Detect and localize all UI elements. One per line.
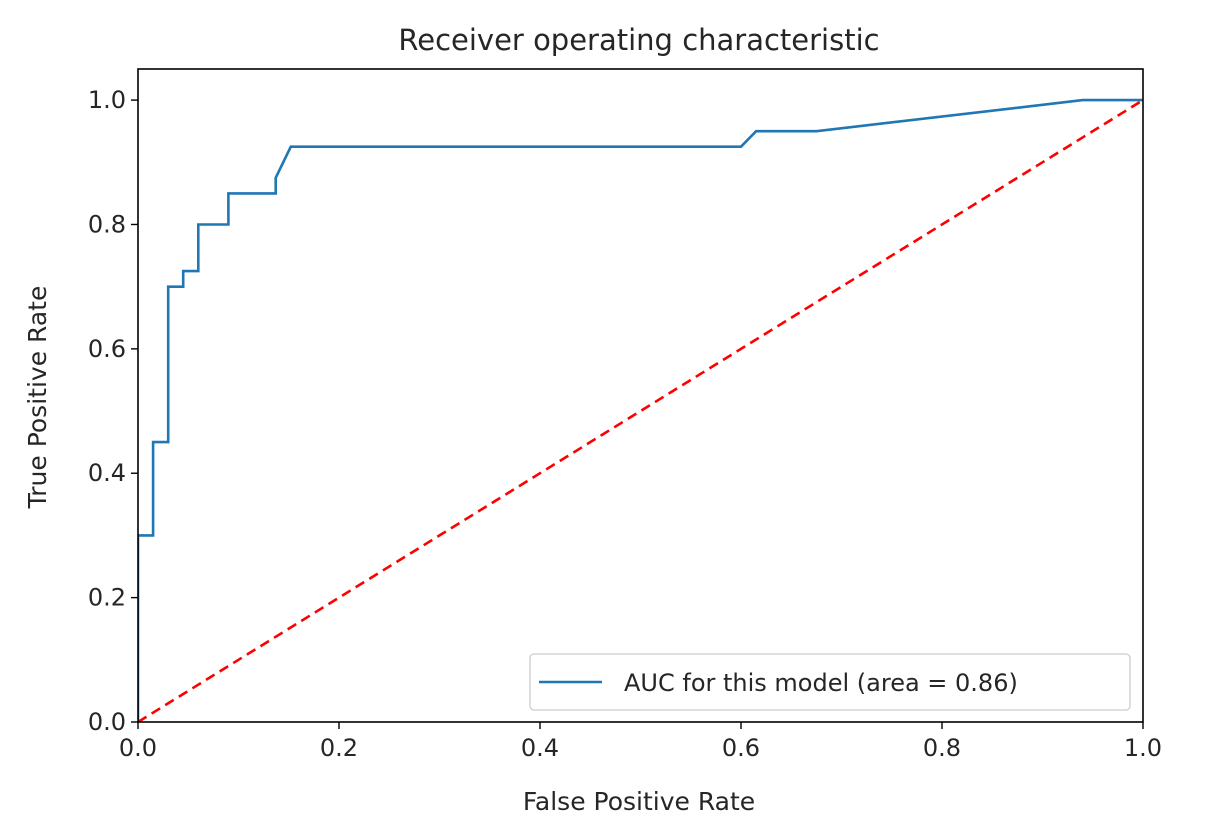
x-tick-label: 0.0	[119, 734, 157, 762]
plot-area: 0.0 0.2 0.4 0.6 0.8 1.0 0.0 0.2 0.4 0.6 0.8 1.0 AUC …	[88, 68, 1162, 762]
legend-box	[529, 653, 1131, 711]
roc-curve-line	[138, 98, 1143, 722]
x-tick-label: 0.2	[320, 734, 358, 762]
y-tick-label: 1.0	[88, 86, 126, 114]
x-tick-label: 0.4	[521, 734, 559, 762]
y-tick-label: 0.2	[88, 584, 126, 612]
chance-line	[138, 98, 1143, 722]
x-axis-label: False Positive Rate	[523, 787, 755, 816]
y-axis-label: True Positive Rate	[23, 286, 52, 510]
y-tick-label: 0.6	[88, 335, 126, 363]
y-tick-label: 0.8	[88, 210, 126, 238]
y-tick-label: 0.0	[88, 708, 126, 736]
x-tick-label: 1.0	[1124, 734, 1162, 762]
y-tick-label: 0.4	[88, 459, 126, 487]
axes-frame	[137, 68, 1144, 723]
legend-entry-label: AUC for this model (area = 0.86)	[624, 669, 1018, 697]
chart-title: Receiver operating characteristic	[398, 23, 879, 57]
x-tick-label: 0.8	[923, 734, 961, 762]
x-tick-label: 0.6	[722, 734, 760, 762]
legend: AUC for this model (area = 0.86)	[529, 653, 1131, 711]
